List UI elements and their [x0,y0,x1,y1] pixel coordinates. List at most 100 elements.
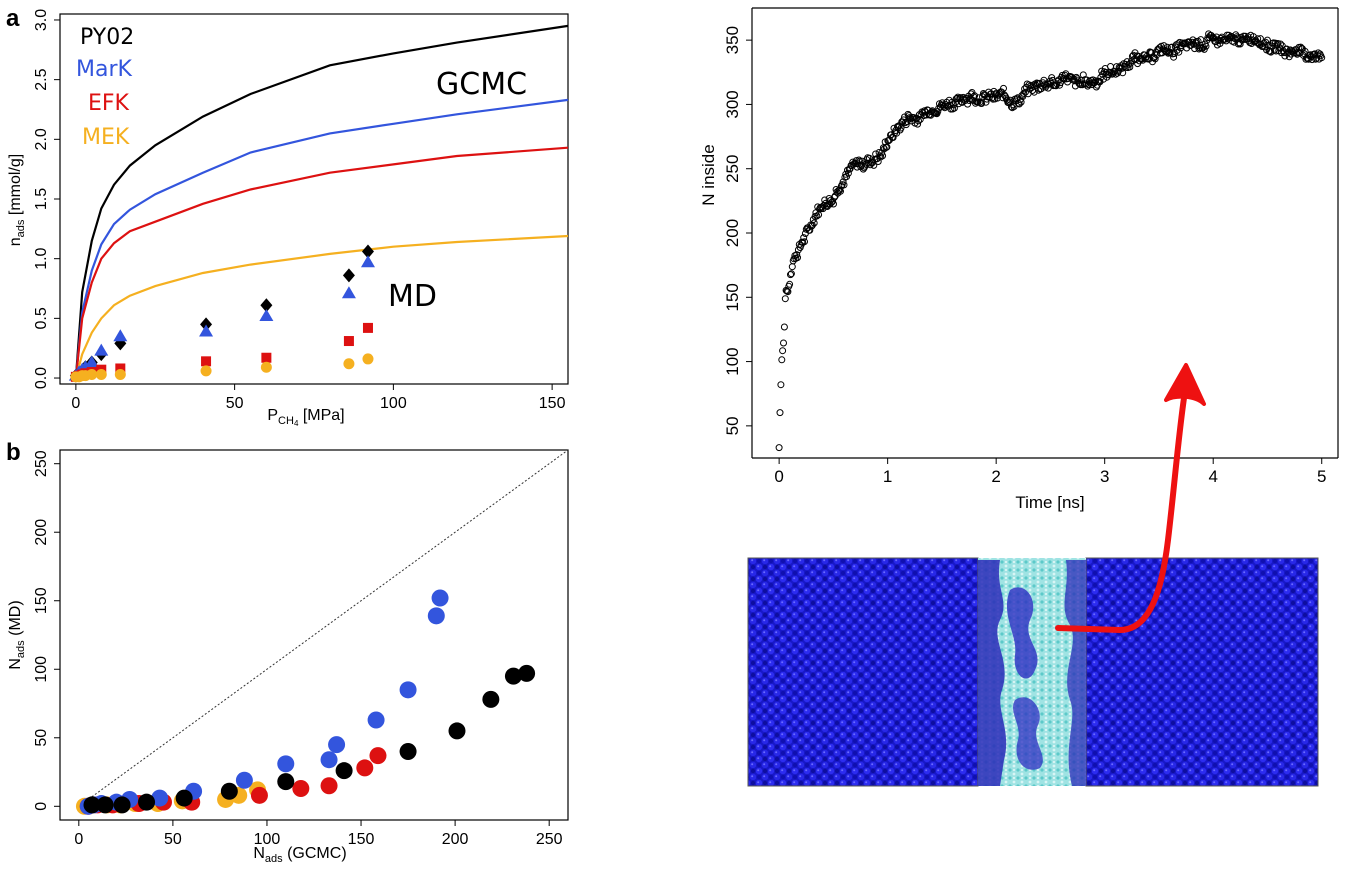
n-inside-point [813,212,821,220]
gcmc-line-mark [74,98,569,379]
panel-b-ytick-label: 100 [33,656,50,683]
gcmc-line-efk [74,146,569,379]
n-inside-point [843,173,851,181]
n-inside-point [1301,47,1309,55]
panel-a-ytick-label: 2.0 [33,128,50,150]
md-gcmc-point-py02 [138,793,156,811]
panel-b-xtick-label: 150 [348,831,375,848]
panel-b-marks [75,449,569,815]
panel-b-xtick-label: 200 [442,831,469,848]
n-inside-point [853,163,861,171]
n-inside-point [950,101,958,109]
md-gcmc-point-mark [399,681,417,699]
n-inside-point [1254,35,1262,43]
panel-b-xtick-label: 100 [254,831,281,848]
n-inside-point [1173,46,1181,54]
panel-b-xtick-label: 0 [74,831,83,848]
panel-b-ytick-label: 150 [33,587,50,614]
n-inside-point [1238,36,1246,44]
md-point-mek [343,358,355,370]
panel-c-ytick-label: 350 [723,26,742,54]
panel-b-ytick-label: 0 [33,802,50,811]
n-inside-point [902,121,910,129]
gcmc-line-mek [74,234,569,379]
md-point-efk [115,363,126,374]
n-inside-point [1175,48,1183,56]
panel-a-legend: PY02 MarK EFK MEK [76,25,134,150]
n-inside-point [786,280,794,288]
n-inside-point [1297,43,1305,51]
panel-a-ylabel-main: n [7,237,24,246]
n-inside-point [1233,33,1241,41]
md-gcmc-point-py02 [83,796,101,814]
n-inside-point [1031,80,1039,88]
n-inside-point [1058,71,1066,79]
panel-a-marks [68,24,569,383]
n-inside-point [780,323,788,331]
n-inside-point [950,104,958,112]
panel-b-ytick-label: 250 [33,450,50,477]
n-inside-point [971,92,979,100]
n-inside-point [964,100,972,108]
md-gcmc-point-efk [369,747,387,765]
n-inside-point [779,347,787,355]
panel-a-xtick-label: 50 [226,395,244,412]
md-gcmc-point-py02 [335,762,353,780]
md-point-mark [84,355,99,368]
panel-a-label: a [6,5,20,32]
parity-line [78,449,569,807]
panel-b-ticks: 0 50 100 150 200 250 0 50 100 150 200 250 [33,450,563,848]
n-inside-point [889,134,897,141]
panel-a-xtick-label: 0 [71,395,80,412]
n-inside-point [776,409,784,417]
panel-a-ytick-label: 0.0 [33,367,50,389]
md-gcmc-point-mark [151,789,169,807]
md-point-mek [362,353,374,365]
panel-c-ytick-label: 300 [723,90,742,118]
n-inside-point [1069,76,1077,84]
legend-mek: MEK [82,125,130,150]
panel-c-xtick-label: 4 [1208,467,1217,486]
panel-c-ytick-label: 100 [723,347,742,375]
panel-c: 0 1 2 3 4 5 50 100 150 200 250 300 350 N inside Time… [699,7,1339,512]
md-gcmc-point-mark [277,755,295,773]
panel-c-xtick-label: 5 [1317,467,1326,486]
n-inside-point [1079,71,1087,79]
panel-b-xtick-label: 250 [536,831,563,848]
panel-c-ylabel: N inside [699,144,718,205]
n-inside-point [801,238,808,246]
panel-b-xtick-label: 50 [164,831,182,848]
panel-c-ytick-label: 150 [723,283,742,311]
n-inside-point [1126,63,1134,71]
md-point-mark [113,329,128,342]
panel-c-marks [775,30,1326,452]
adsorbed-molecules-lower [1013,697,1043,770]
md-point-efk [343,336,354,347]
panel-a-xtick-label: 100 [380,395,407,412]
panel-a-xtick-label: 150 [539,395,566,412]
n-inside-point [1100,75,1107,83]
md-point-mek [260,361,272,373]
n-inside-point [1000,84,1007,92]
n-inside-point [1163,48,1171,56]
n-inside-point [844,169,852,177]
n-inside-point [793,251,801,259]
n-inside-point [839,178,847,186]
water-region-left [747,557,979,787]
gcmc-line-py02 [74,24,569,379]
n-inside-point [780,339,787,347]
md-point-mark [94,343,109,356]
panel-b-ytick-label: 50 [33,729,50,747]
n-inside-point [794,254,801,262]
panel-b-ylabel-unit: (MD) [7,600,24,640]
annotation-gcmc: GCMC [436,67,527,102]
md-point-mark [360,255,375,268]
md-point-mark [259,308,274,321]
panel-a-xlabel-unit: [MPa] [298,407,344,424]
water-region-right [1085,557,1319,787]
md-gcmc-point-mark [427,607,445,625]
panel-c-xtick-label: 2 [991,467,1000,486]
panel-c-ytick-label: 250 [723,155,742,183]
n-inside-point [837,187,844,195]
md-gcmc-point-mark [431,589,449,607]
